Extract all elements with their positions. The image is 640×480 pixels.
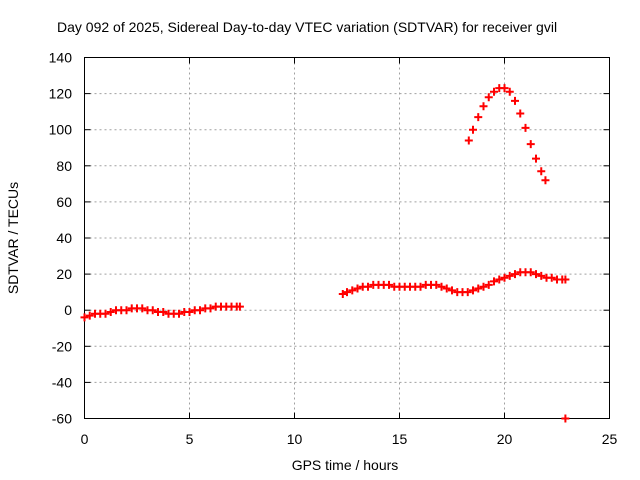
data-point	[490, 277, 498, 286]
data-point	[448, 286, 456, 295]
data-point	[521, 123, 530, 132]
data-point	[101, 309, 110, 318]
y-tick-label: 60	[56, 194, 72, 210]
x-tick-label: 0	[81, 431, 89, 447]
y-tick-label: 0	[64, 302, 72, 318]
data-point	[516, 109, 525, 118]
data-point	[532, 154, 540, 163]
y-tick-label: -40	[52, 374, 72, 390]
data-point	[385, 280, 393, 289]
x-tick-label: 15	[392, 431, 408, 447]
data-point	[474, 284, 483, 293]
data-point	[500, 273, 509, 282]
data-point	[432, 280, 441, 289]
data-point	[175, 309, 183, 318]
y-tick-label: -20	[52, 338, 72, 354]
data-point	[185, 308, 194, 317]
y-tick-label: 100	[49, 122, 73, 138]
y-tick-label: 40	[56, 230, 72, 246]
x-tick-label: 20	[497, 431, 513, 447]
data-point	[463, 288, 472, 297]
data-point	[479, 282, 488, 291]
data-point	[537, 271, 546, 280]
y-tick-label: 80	[56, 158, 72, 174]
data-point	[505, 271, 514, 280]
data-point	[416, 282, 425, 291]
data-points	[80, 84, 570, 423]
data-point	[353, 284, 362, 293]
data-point	[537, 167, 546, 176]
data-point	[495, 275, 504, 284]
data-point	[122, 306, 131, 315]
grid-lines	[84, 57, 610, 419]
data-point	[541, 176, 550, 185]
data-point	[532, 270, 540, 279]
data-point	[469, 286, 477, 295]
x-tick-label: 10	[287, 431, 303, 447]
data-point	[437, 282, 446, 291]
y-axis-label: SDTVAR / TECUs	[5, 182, 21, 294]
y-tick-label: -60	[52, 411, 72, 427]
y-tick-label: 20	[56, 266, 72, 282]
x-tick-label: 25	[602, 431, 618, 447]
data-point	[511, 270, 519, 279]
y-tick-label: 120	[49, 86, 73, 102]
data-point	[348, 286, 357, 295]
data-point	[364, 282, 372, 291]
y-tick-label: 140	[49, 50, 73, 66]
data-point	[85, 311, 94, 320]
data-point	[464, 136, 473, 145]
data-point	[484, 280, 493, 289]
data-point	[196, 306, 204, 315]
x-tick-labels: 0 5 10 15 20 25	[81, 431, 618, 447]
plot-frame	[84, 57, 610, 419]
data-point	[442, 284, 451, 293]
data-point	[338, 289, 347, 298]
data-point	[526, 140, 535, 149]
x-tick-label: 5	[186, 431, 194, 447]
data-point	[500, 84, 509, 93]
data-point	[106, 308, 115, 317]
data-point	[484, 93, 493, 102]
data-point	[490, 87, 498, 96]
data-point	[547, 273, 556, 282]
data-point	[474, 113, 483, 122]
data-point	[159, 308, 168, 317]
x-axis-label: GPS time / hours	[292, 457, 399, 473]
data-point	[469, 125, 477, 134]
data-point	[235, 302, 244, 311]
data-point	[561, 275, 570, 284]
data-point	[479, 102, 488, 111]
data-point	[511, 96, 519, 105]
data-point	[80, 313, 89, 322]
data-point	[148, 306, 157, 315]
chart-title: Day 092 of 2025, Sidereal Day-to-day VTE…	[57, 19, 557, 35]
data-point	[343, 288, 351, 297]
data-point	[561, 414, 570, 423]
data-point	[505, 87, 514, 96]
data-point	[138, 304, 147, 313]
y-tick-labels: -60 -40 -20 0 20 40 60 80 100 120 140	[49, 50, 73, 427]
data-point	[206, 304, 215, 313]
data-point	[526, 268, 535, 277]
